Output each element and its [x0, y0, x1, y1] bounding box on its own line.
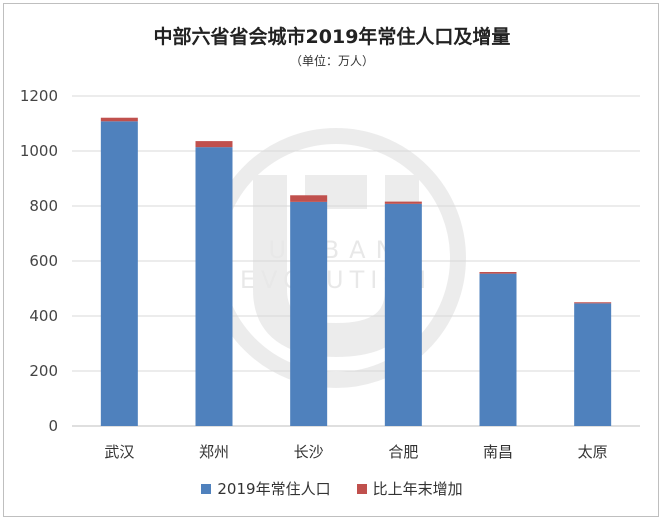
x-tick-label: 武汉: [104, 443, 134, 461]
legend-label-increase: 比上年末增加: [372, 480, 463, 498]
y-tick-label: 600: [29, 252, 58, 270]
y-tick-label: 400: [29, 307, 58, 325]
y-tick-label: 0: [48, 417, 58, 435]
legend: 2019年常住人口 比上年末增加: [0, 478, 664, 499]
bar-population: [384, 203, 422, 426]
chart-subtitle: （单位：万人）: [289, 54, 374, 68]
y-tick-label: 200: [29, 362, 58, 380]
x-axis-ticks: 武汉 郑州 长沙 合肥 南昌 太原: [104, 443, 607, 461]
legend-label-population: 2019年常住人口: [217, 480, 331, 498]
bar-increase: [384, 201, 422, 204]
y-tick-label: 800: [29, 197, 58, 215]
y-axis-ticks: 0 200 400 600 800 1000 1200: [20, 87, 58, 435]
y-tick-label: 1200: [20, 87, 58, 105]
watermark-text-1: URBAN: [268, 236, 403, 264]
x-tick-label: 郑州: [199, 443, 229, 461]
x-tick-label: 太原: [578, 443, 608, 461]
bars: [100, 117, 612, 427]
x-tick-label: 长沙: [294, 443, 324, 461]
bar-population: [195, 147, 233, 426]
gridlines: [72, 95, 640, 427]
x-tick-label: 南昌: [483, 443, 513, 461]
y-tick-label: 1000: [20, 142, 58, 160]
bar-increase: [195, 141, 233, 148]
bar-population: [574, 303, 612, 426]
bar-increase: [574, 302, 612, 304]
bar-increase: [290, 195, 328, 202]
bar-increase: [479, 272, 517, 274]
x-tick-label: 合肥: [388, 443, 418, 461]
legend-swatch-increase: [356, 483, 367, 494]
legend-swatch-population: [201, 483, 212, 494]
chart-title: 中部六省省会城市2019年常住人口及增量: [153, 26, 511, 48]
bar-population: [479, 273, 517, 426]
legend-item-population: 2019年常住人口: [201, 478, 331, 499]
bar-population: [100, 121, 138, 427]
bar-increase: [100, 117, 138, 122]
legend-item-increase: 比上年末增加: [356, 478, 463, 499]
bar-population: [290, 201, 328, 426]
